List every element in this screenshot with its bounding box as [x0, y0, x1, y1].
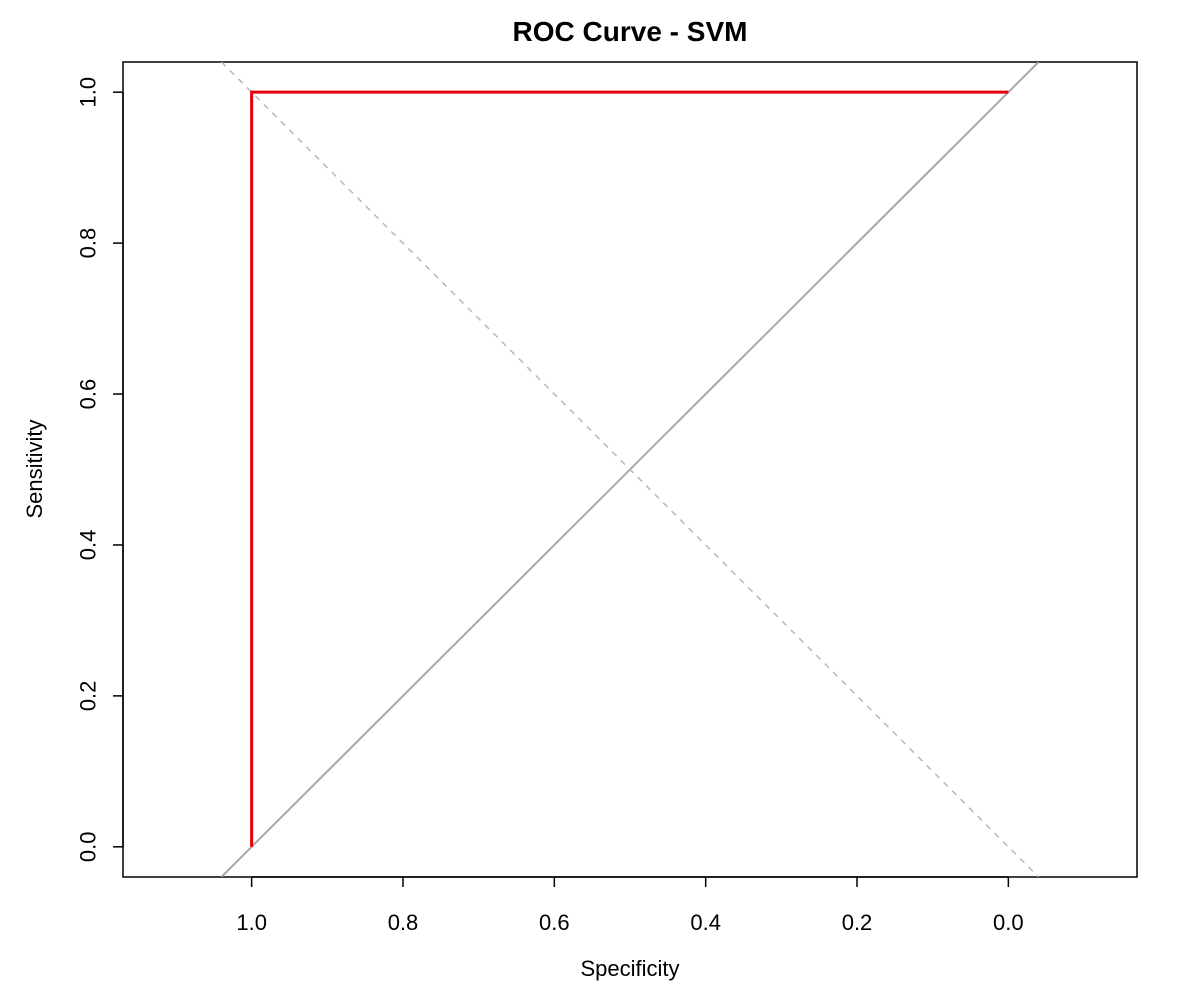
x-tick-label: 0.6: [539, 910, 570, 935]
roc-curve-line: [250, 90, 1009, 847]
x-tick-label: 0.2: [842, 910, 873, 935]
y-axis: 0.0 0.2 0.4 0.6 0.8 1.0: [76, 77, 124, 862]
x-tick-label: 1.0: [236, 910, 267, 935]
reference-lines: [220, 62, 1040, 877]
y-axis-label: Sensitivity: [22, 419, 47, 518]
y-tick-label: 0.8: [76, 228, 101, 259]
x-axis: 1.0 0.8 0.6 0.4 0.2 0.0: [236, 876, 1024, 935]
y-tick-label: 0.6: [76, 379, 101, 410]
y-tick-label: 0.2: [76, 681, 101, 712]
x-tick-label: 0.0: [993, 910, 1024, 935]
y-tick-label: 0.4: [76, 530, 101, 561]
chart-title: ROC Curve - SVM: [513, 16, 748, 47]
x-tick-label: 0.8: [388, 910, 419, 935]
series-layer: [250, 90, 1009, 847]
x-axis-label: Specificity: [580, 956, 679, 981]
y-tick-label: 0.0: [76, 832, 101, 863]
reference-line-dashed: [220, 62, 1040, 877]
x-tick-label: 0.4: [690, 910, 721, 935]
y-tick-label: 1.0: [76, 77, 101, 108]
